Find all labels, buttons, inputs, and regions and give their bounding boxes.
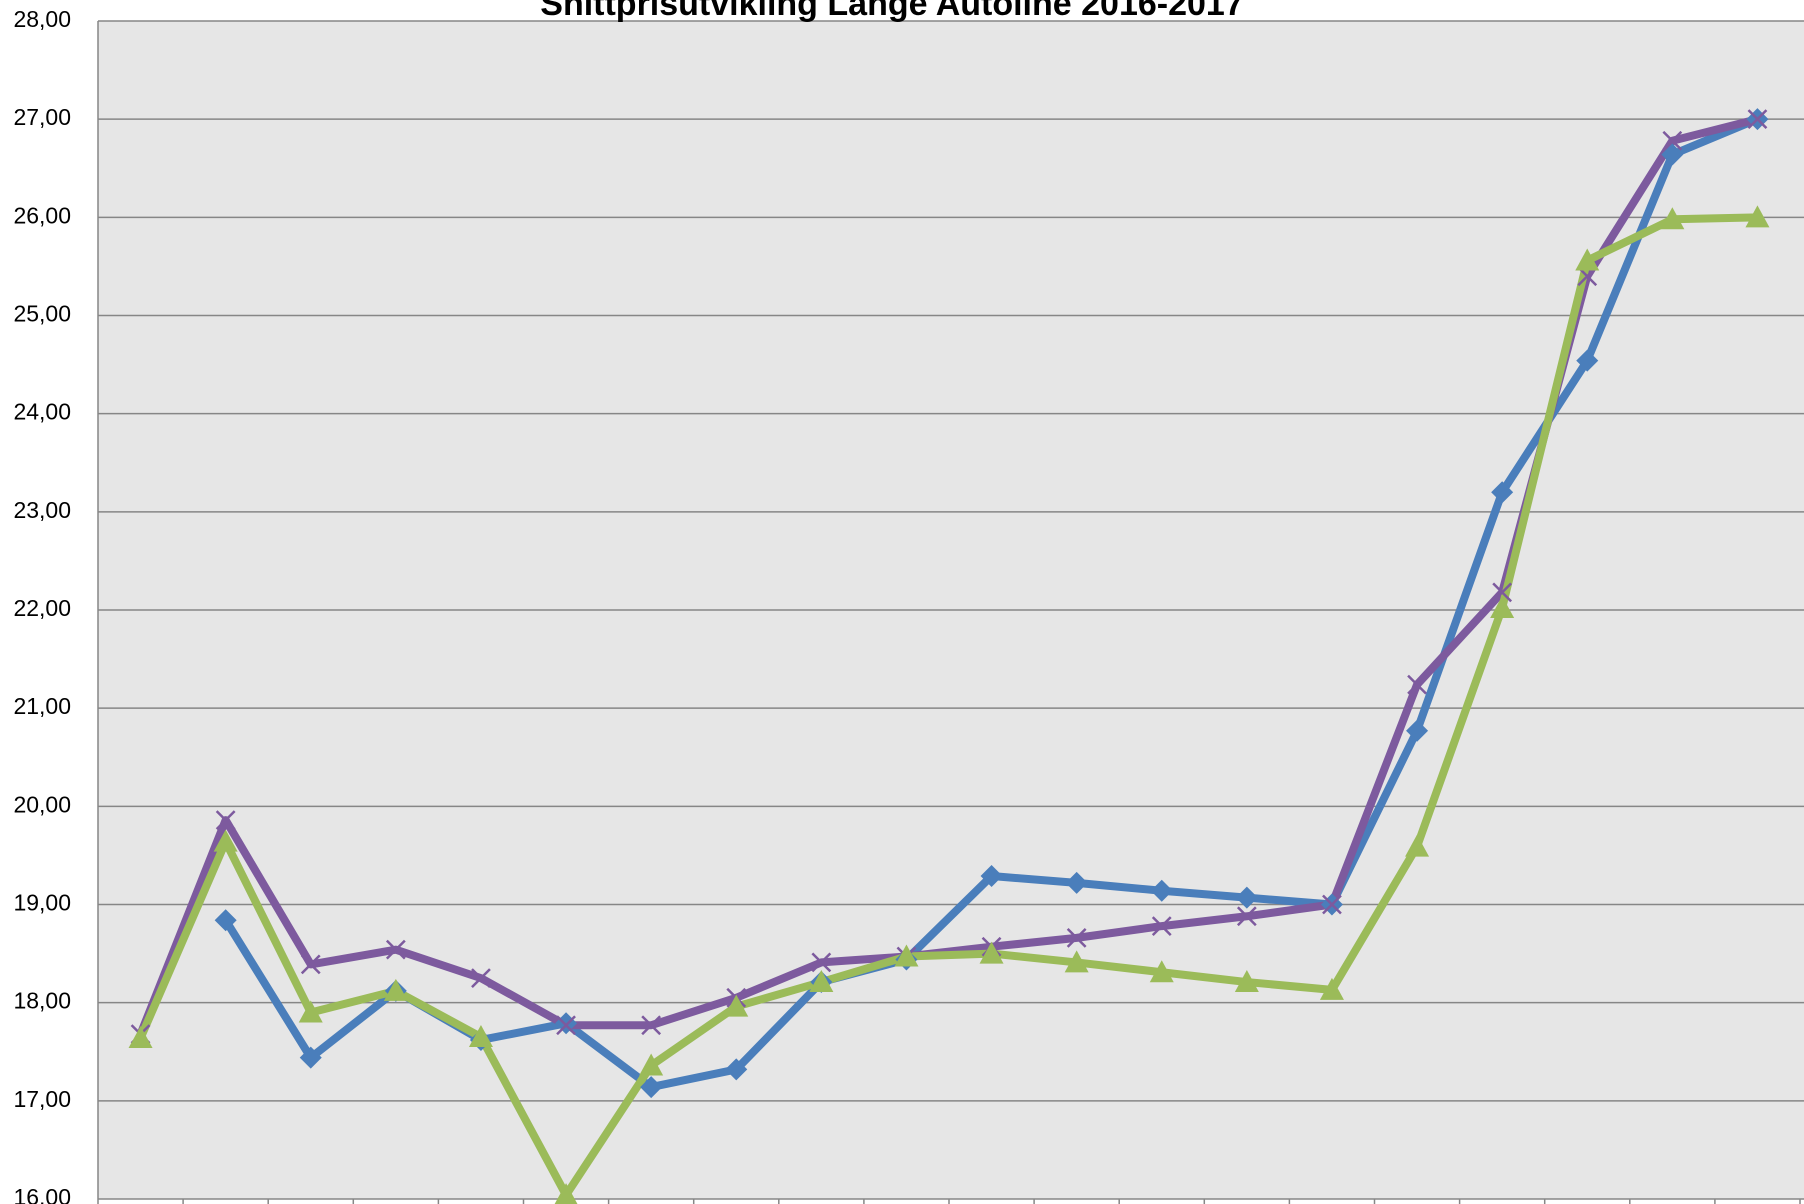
point <box>1150 879 1173 902</box>
y-tick-label: 19,00 <box>13 890 71 916</box>
point <box>555 1012 578 1035</box>
point <box>809 970 834 993</box>
point <box>1234 970 1259 993</box>
y-tick-label: 23,00 <box>13 497 71 523</box>
point <box>556 1015 576 1036</box>
point <box>554 1183 578 1204</box>
point <box>1236 906 1257 927</box>
point <box>1151 916 1172 936</box>
point <box>811 952 832 973</box>
point <box>1406 719 1429 742</box>
point <box>1747 109 1768 130</box>
point <box>213 829 238 852</box>
y-tick-label: 28,00 <box>13 6 71 32</box>
point <box>214 909 237 932</box>
point <box>979 941 1004 964</box>
point <box>1407 674 1427 695</box>
y-tick-label: 24,00 <box>13 399 71 425</box>
point <box>1576 349 1599 372</box>
chart-title: Snittprisutvikling Lange Autoline 2016-2… <box>540 0 1243 23</box>
point <box>640 1076 663 1099</box>
series-line <box>136 213 1758 1200</box>
point <box>468 1025 493 1048</box>
point <box>1149 960 1174 983</box>
point <box>385 939 406 960</box>
point <box>1322 894 1342 915</box>
y-tick-label: 27,00 <box>13 104 71 130</box>
point <box>299 1046 322 1069</box>
y-tick-label: 22,00 <box>13 595 71 621</box>
point <box>1662 130 1683 151</box>
point <box>1660 207 1685 230</box>
y-tick-label: 20,00 <box>13 791 71 817</box>
point <box>641 1015 662 1036</box>
y-tick-label: 26,00 <box>13 202 71 228</box>
series-lines <box>128 108 1770 1204</box>
y-tick-label: 16,00 <box>13 1184 71 1204</box>
point <box>1319 977 1344 1000</box>
point <box>215 810 236 830</box>
point <box>1490 596 1515 619</box>
point <box>639 1053 664 1076</box>
point <box>1661 143 1684 166</box>
point <box>1064 950 1089 973</box>
point <box>471 968 491 989</box>
point <box>300 954 321 975</box>
point <box>128 1026 153 1049</box>
point <box>1575 248 1600 271</box>
point <box>1065 871 1088 894</box>
y-tick-label: 17,00 <box>13 1086 71 1112</box>
point <box>1492 582 1513 603</box>
point <box>1235 886 1258 909</box>
point <box>1491 481 1514 504</box>
y-tick-label: 21,00 <box>13 693 71 719</box>
point <box>725 1058 748 1081</box>
y-tick-label: 25,00 <box>13 301 71 327</box>
y-tick-label: 18,00 <box>13 988 71 1014</box>
point <box>383 978 408 1001</box>
point <box>298 1000 323 1023</box>
point <box>1745 205 1770 228</box>
point <box>1066 927 1087 948</box>
point <box>894 944 919 967</box>
point <box>724 994 749 1017</box>
point <box>1405 834 1430 857</box>
point <box>980 865 1003 888</box>
